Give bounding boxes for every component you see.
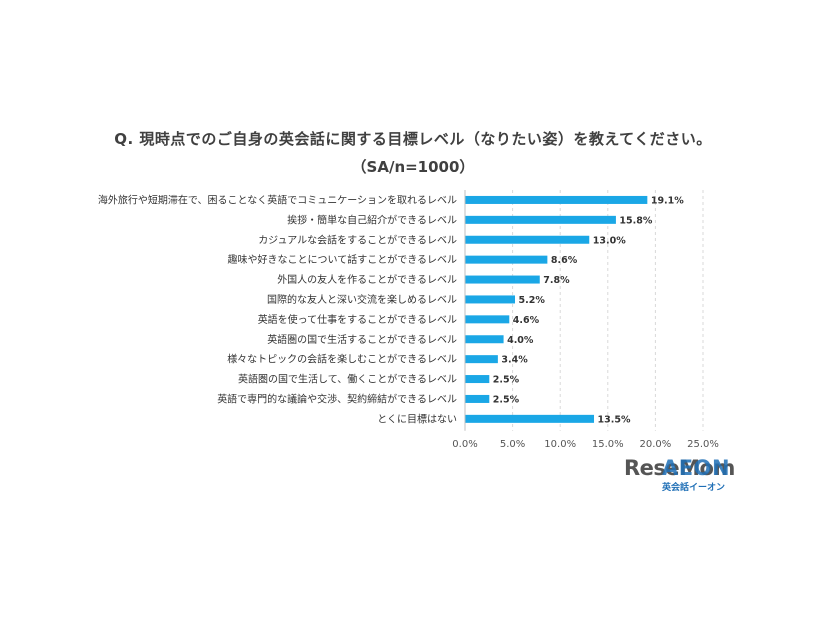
ticks-layer: 0.0% 5.0% 10.0% 15.0% 20.0% 25.0% (452, 439, 719, 450)
category-label: 英語圏の国で生活することができるレベル (267, 333, 457, 346)
x-tick-label: 15.0% (592, 439, 624, 450)
bar (465, 275, 540, 284)
category-label: 趣味や好きなことについて話すことができるレベル (228, 253, 458, 266)
category-label: 英語を使って仕事をすることができるレベル (258, 313, 457, 326)
grid-layer (464, 190, 704, 431)
bar (465, 255, 548, 264)
data-label: 13.5% (598, 414, 631, 425)
resemom-watermark: ReseMom (624, 456, 735, 480)
category-label: 海外旅行や短期滞在で、困ることなく英語でコミュニケーションを取れるレベル (98, 193, 457, 206)
x-tick-label: 25.0% (687, 439, 719, 450)
bar (465, 235, 590, 244)
bars-layer (465, 195, 648, 423)
bar (465, 215, 616, 224)
data-label: 2.5% (493, 375, 520, 386)
data-label: 5.2% (519, 295, 546, 306)
chart-title: Q. 現時点でのご自身の英会話に関する目標レベル（なりたい姿）を教えてください。 (114, 130, 712, 148)
bar (465, 394, 490, 403)
data-label: 2.5% (493, 394, 520, 405)
category-label: 英語で専門的な議論や交渉、契約締結ができるレベル (217, 392, 457, 405)
data-label: 4.6% (513, 315, 540, 326)
aeon-logo-text: AEON (662, 456, 731, 480)
data-label: 19.1% (651, 195, 684, 206)
data-label: 13.0% (593, 235, 626, 246)
data-label: 8.6% (551, 255, 578, 266)
bar (465, 335, 504, 344)
labels-layer: 海外旅行や短期滞在で、困ることなく英語でコミュニケーションを取れるレベル 19.1… (98, 193, 684, 425)
bar (465, 295, 516, 304)
category-label: カジュアルな会話をすることができるレベル (258, 233, 457, 246)
bar (465, 315, 510, 324)
aeon-logo-subtitle: 英会話イーオン (662, 483, 726, 493)
category-label: 外国人の友人を作ることができるレベル (277, 273, 457, 286)
category-label: とくに目標はない (377, 412, 457, 425)
data-label: 4.0% (507, 335, 534, 346)
category-label: 国際的な友人と深い交流を楽しめるレベル (267, 293, 457, 306)
category-label: 様々なトピックの会話を楽しむことができるレベル (227, 353, 457, 366)
bar (465, 355, 498, 364)
category-label: 挨拶・簡単な自己紹介ができるレベル (287, 213, 457, 226)
x-tick-label: 10.0% (544, 439, 576, 450)
x-tick-label: 5.0% (500, 439, 525, 450)
chart-subtitle: （SA/n=1000） (351, 158, 475, 176)
data-label: 7.8% (543, 275, 570, 286)
category-label: 英語圏の国で生活して、働くことができるレベル (238, 373, 457, 386)
bar (465, 375, 490, 384)
bar (465, 195, 648, 204)
data-label: 3.4% (501, 355, 528, 366)
data-label: 15.8% (619, 215, 652, 226)
x-tick-label: 0.0% (452, 439, 477, 450)
bar (465, 414, 595, 423)
brand-logo: ReseMom AEON 英会話イーオン (624, 456, 754, 496)
x-tick-label: 20.0% (640, 439, 672, 450)
